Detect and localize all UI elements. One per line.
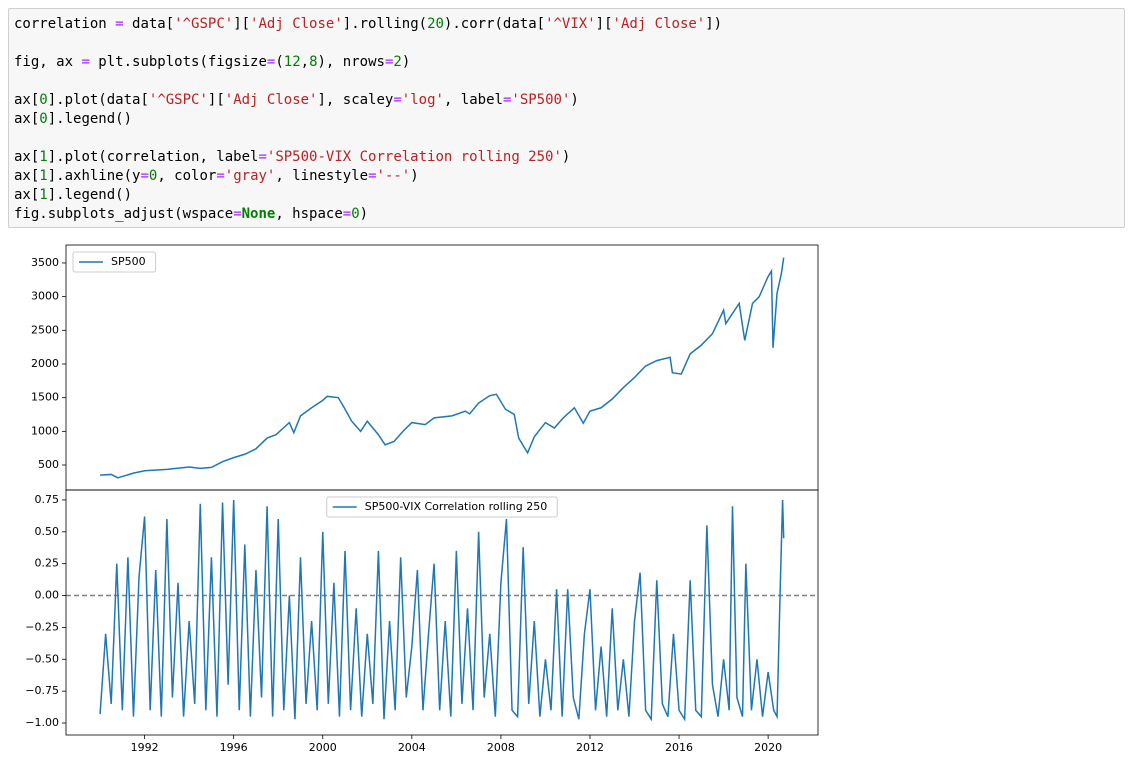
x-tick-label: 1996 (220, 741, 248, 754)
y-tick-label: −0.25 (25, 620, 59, 633)
x-tick-label: 2016 (665, 741, 693, 754)
code-token: 1 (39, 168, 48, 184)
x-tick-label: 2004 (398, 741, 426, 754)
x-tick-label: 1992 (131, 741, 159, 754)
legend-label: SP500 (111, 255, 146, 268)
y-tick-label: 0.50 (35, 525, 60, 538)
code-token: '^VIX' (545, 16, 596, 32)
code-token: 0 (39, 92, 48, 108)
code-line: fig.subplots_adjust(wspace=None, hspace=… (14, 206, 369, 222)
code-token: = (502, 92, 512, 108)
code-token: '^GSPC' (148, 92, 208, 108)
code-token: 0 (351, 206, 360, 222)
y-tick-label: 0.75 (35, 493, 60, 506)
code-token: = (258, 149, 267, 165)
code-token: = (216, 168, 225, 184)
y-tick-label: 1000 (31, 424, 59, 437)
y-tick-label: −0.50 (25, 652, 59, 665)
legend-box (72, 251, 157, 273)
x-tick-label: 2020 (754, 741, 782, 754)
code-token: = (140, 168, 149, 184)
code-line: ax[0].legend() (14, 111, 133, 127)
code-token: 'Adj Close' (250, 16, 343, 32)
code-token: 2 (393, 54, 402, 70)
code-token: 'Adj Close' (612, 16, 706, 32)
code-cell: correlation = data['^GSPC']['Adj Close']… (8, 8, 1125, 228)
code-token: = (115, 16, 124, 32)
x-tick-label: 2012 (576, 741, 604, 754)
code-token: = (233, 206, 242, 222)
code-line: correlation = data['^GSPC']['Adj Close']… (14, 16, 723, 32)
code-token: 'Adj Close' (224, 92, 318, 108)
y-tick-label: −1.00 (25, 716, 59, 729)
y-tick-label: 2000 (31, 357, 59, 370)
y-tick-label: 2500 (31, 323, 59, 336)
code-token: 'SP500' (511, 92, 571, 108)
code-token: 'SP500-VIX Correlation rolling 250' (266, 149, 562, 165)
code-block: ax[0].plot(data['^GSPC']['Adj Close'], s… (14, 91, 1119, 129)
y-tick-label: 0.00 (35, 589, 60, 602)
y-tick-label: 3000 (31, 290, 59, 303)
data-line (99, 499, 785, 722)
code-token: 8 (309, 54, 318, 70)
code-line: fig, ax = plt.subplots(figsize=(12,8), n… (14, 54, 411, 70)
code-token: None (241, 206, 276, 222)
y-tick-label: 3500 (31, 256, 59, 269)
code-token: = (368, 168, 377, 184)
axes-frame (65, 244, 819, 491)
code-block: fig, ax = plt.subplots(figsize=(12,8), n… (14, 53, 1119, 72)
code-token: 'gray' (224, 168, 276, 184)
x-tick-label: 2000 (309, 741, 337, 754)
y-tick-label: 1500 (31, 391, 59, 404)
code-block: correlation = data['^GSPC']['Adj Close']… (14, 15, 1119, 34)
code-token: 12 (283, 54, 301, 70)
code-token: '^GSPC' (174, 16, 234, 32)
code-line: ax[1].legend() (14, 187, 133, 203)
code-token: 1 (39, 149, 48, 165)
code-line: ax[1].plot(correlation, label='SP500-VIX… (14, 149, 571, 165)
x-tick-label: 2008 (487, 741, 515, 754)
code-token: 0 (39, 111, 48, 127)
y-tick-label: 500 (38, 458, 59, 471)
code-token: = (384, 54, 394, 70)
data-line (100, 257, 785, 479)
code-token: = (266, 54, 276, 70)
code-block: ax[1].plot(correlation, label='SP500-VIX… (14, 148, 1119, 224)
axes-frame (65, 489, 819, 736)
code-line: ax[0].plot(data['^GSPC']['Adj Close'], s… (14, 92, 579, 108)
code-token: 'log' (401, 92, 444, 108)
code-token: 20 (427, 16, 444, 32)
legend-label: SP500-VIX Correlation rolling 250 (365, 500, 548, 513)
code-token: '--' (376, 168, 411, 184)
code-token: = (342, 206, 352, 222)
code-line: ax[1].axhline(y=0, color='gray', linesty… (14, 168, 419, 184)
code-token: = (393, 92, 402, 108)
code-token: = (81, 54, 90, 70)
legend-box (326, 496, 558, 518)
y-tick-label: −0.75 (25, 684, 59, 697)
code-token: 1 (39, 187, 48, 203)
y-tick-label: 0.25 (35, 557, 60, 570)
code-token: 0 (148, 168, 158, 184)
